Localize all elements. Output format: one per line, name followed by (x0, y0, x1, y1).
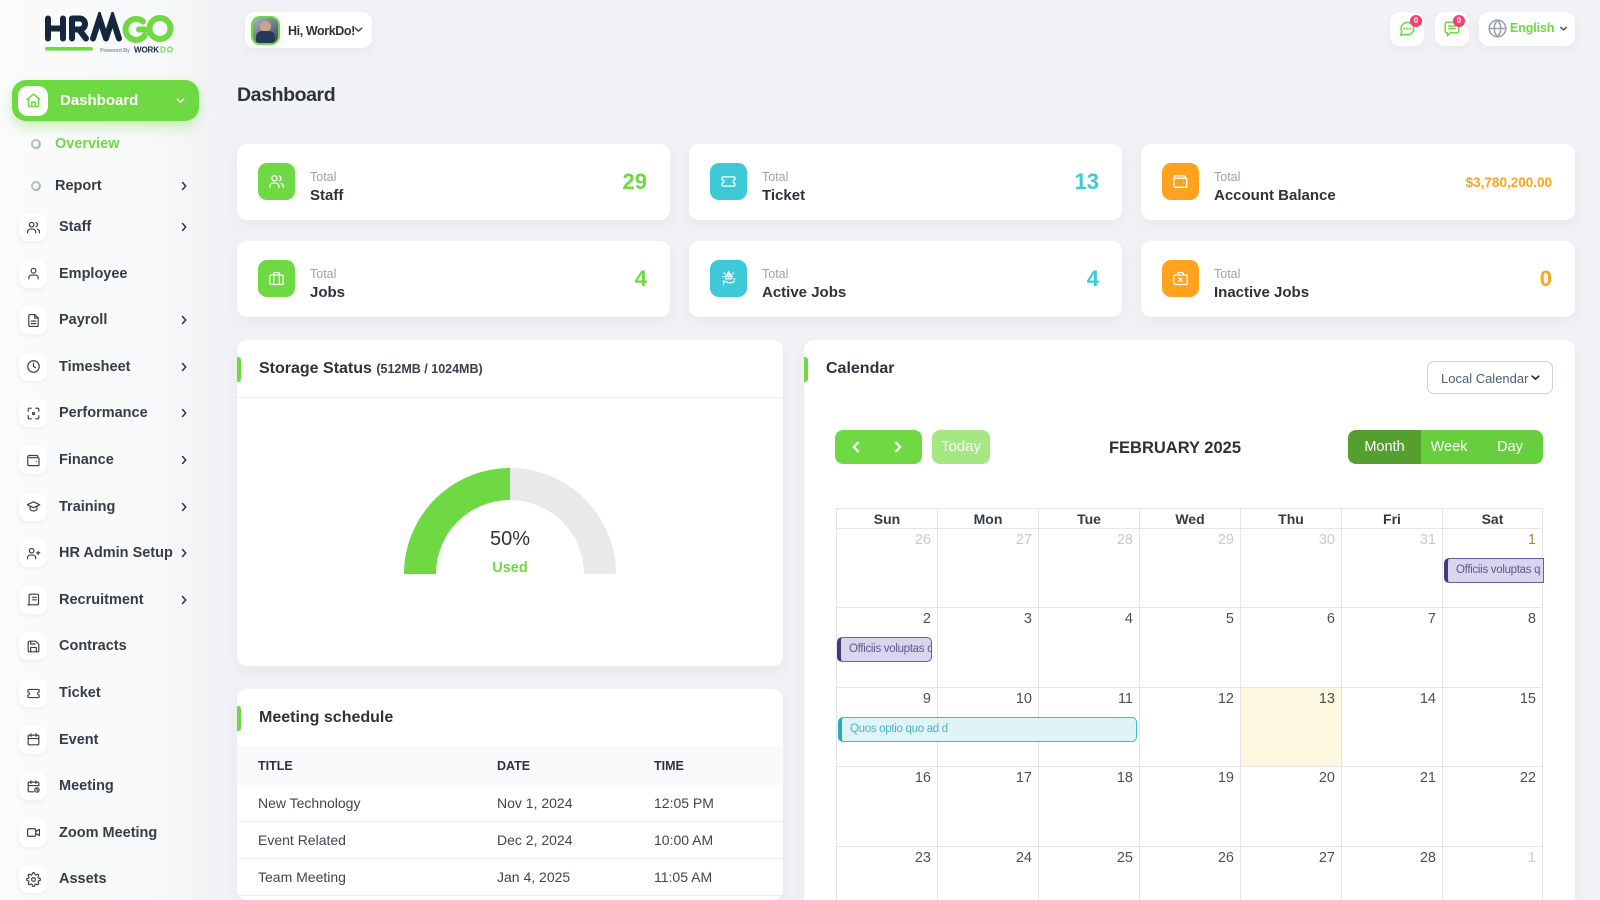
svg-text:Powered By: Powered By (100, 48, 131, 54)
svg-text:WORK: WORK (134, 46, 159, 55)
svg-text:DO: DO (160, 46, 173, 55)
